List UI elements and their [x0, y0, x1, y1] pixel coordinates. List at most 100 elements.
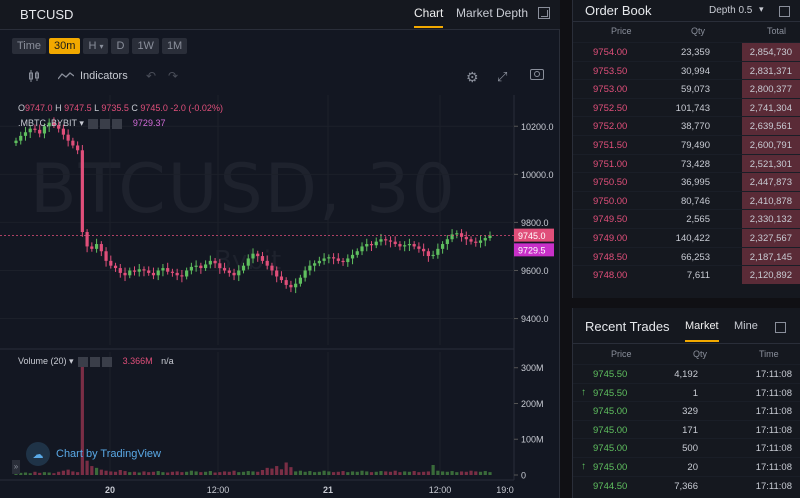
interval-time[interactable]: Time — [12, 38, 47, 54]
candle-body — [469, 239, 473, 242]
ask-qty: 36,995 — [680, 177, 710, 189]
candle-body — [123, 272, 127, 276]
candle-body — [388, 240, 393, 242]
candle-body — [384, 239, 388, 241]
volume-bar — [76, 472, 80, 475]
volume-bar — [180, 472, 184, 475]
order-book-row[interactable]: 9750.00 80,746 2,410,878 — [573, 190, 800, 210]
l-label: L — [94, 103, 99, 113]
volume-bar — [412, 471, 416, 475]
tab-market-depth[interactable]: Market Depth — [456, 6, 529, 20]
volume-bar — [327, 471, 331, 475]
volume-bar — [237, 472, 241, 475]
trade-qty: 1 — [692, 387, 698, 399]
last-price-tag — [514, 228, 554, 242]
camera-icon[interactable] — [530, 69, 544, 80]
indicators-button[interactable]: Indicators — [80, 70, 128, 82]
expand-icon[interactable] — [779, 6, 790, 17]
ask-price: 9751.00 — [593, 158, 628, 170]
trade-price: 9745.00 — [593, 461, 628, 473]
expand-icon[interactable] — [538, 7, 550, 19]
order-book-row[interactable]: 9752.50 101,743 2,741,304 — [573, 97, 800, 117]
order-book-row[interactable]: 9751.50 79,490 2,600,791 — [573, 134, 800, 154]
chart-panel: BTCUSD Chart Market Depth Time 30m H ▾ D… — [0, 0, 560, 498]
volume-bar — [104, 470, 108, 475]
candle-body — [474, 241, 478, 243]
interval-week[interactable]: 1W — [132, 38, 159, 54]
order-book-row[interactable]: 9754.00 23,359 2,854,730 — [573, 42, 800, 61]
col-qty: Qty — [691, 26, 706, 36]
settings-icon[interactable] — [90, 356, 101, 367]
ask-qty: 80,746 — [680, 195, 710, 207]
chevron-down-icon[interactable]: ▾ — [759, 4, 764, 14]
interval-30m[interactable]: 30m — [49, 38, 81, 54]
depth-bar — [742, 247, 800, 266]
trade-price: 9745.00 — [593, 443, 628, 455]
tab-chart[interactable]: Chart — [414, 6, 444, 28]
volume-bar — [459, 471, 464, 475]
candle-body — [336, 258, 340, 261]
interval-hour[interactable]: H ▾ — [83, 38, 109, 54]
volume-bar — [204, 471, 208, 475]
tab-market[interactable]: Market — [685, 320, 719, 342]
o-label: O — [18, 103, 26, 113]
candle-body — [431, 254, 435, 257]
ask-qty: 79,490 — [680, 139, 710, 151]
order-book-row[interactable]: 9753.50 30,994 2,831,371 — [573, 60, 800, 80]
order-book-row[interactable]: 9753.00 59,073 2,800,377 — [573, 79, 800, 98]
order-book-row[interactable]: 9749.50 2,565 2,330,132 — [573, 209, 800, 228]
candle-body — [260, 256, 265, 261]
volume-bar — [251, 471, 255, 475]
order-book-row[interactable]: 9748.00 7,611 2,120,892 — [573, 265, 800, 284]
volume-bar — [474, 471, 478, 475]
order-book-row[interactable]: 9752.00 38,770 2,639,561 — [573, 116, 800, 135]
interval-hour-label: H — [88, 40, 97, 52]
redo-icon[interactable]: ↷ — [168, 69, 179, 83]
order-book-row[interactable]: 9748.50 66,253 2,187,145 — [573, 246, 800, 266]
volume-bar — [194, 471, 198, 475]
volume-bar — [417, 472, 421, 475]
candle-body — [246, 258, 250, 266]
volume-bar — [80, 362, 84, 475]
indicators-icon[interactable] — [58, 72, 74, 80]
eye-icon[interactable] — [78, 356, 89, 367]
eye-icon[interactable] — [88, 118, 99, 129]
scroll-left-icon[interactable]: » — [12, 460, 20, 474]
chevron-down-icon[interactable]: ▾ — [69, 356, 74, 366]
trade-price: 9745.00 — [593, 406, 628, 418]
volume-tick-label: 200M — [521, 399, 544, 409]
volume-bar — [455, 472, 459, 475]
trade-row: ↑ 9745.50 1 17:11:08 — [573, 382, 800, 402]
order-book-row[interactable]: 9751.00 73,428 2,521,301 — [573, 153, 800, 173]
interval-day[interactable]: D — [111, 38, 130, 54]
last-price-label: 9745.0 — [518, 231, 546, 241]
volume-bar — [132, 471, 137, 475]
order-book-row[interactable]: 9750.50 36,995 2,447,873 — [573, 172, 800, 191]
order-book-rows: 9754.00 23,359 2,854,730 9753.50 30,994 2,831… — [573, 42, 800, 284]
close-icon[interactable] — [102, 356, 113, 367]
candle-body — [251, 253, 255, 259]
depth-select[interactable]: Depth 0.5 — [709, 5, 753, 16]
gear-icon[interactable]: ⚙ — [466, 69, 479, 85]
ask-price: 9753.50 — [593, 65, 628, 77]
chevron-down-icon[interactable]: ▾ — [79, 118, 84, 128]
volume-bar — [488, 472, 492, 475]
close-icon[interactable] — [112, 118, 123, 129]
chart-toolbar: Indicators ↶ ↷ ⚙ ⤢ — [0, 62, 560, 90]
col-price: Price — [611, 26, 632, 36]
candle-body — [369, 244, 374, 246]
trade-price: 9745.50 — [593, 369, 628, 380]
tab-mine[interactable]: Mine — [734, 320, 758, 332]
fullscreen-icon[interactable]: ⤢ — [497, 69, 508, 84]
tradingview-logo[interactable]: ☁ Chart by TradingView — [26, 442, 161, 466]
order-book-row[interactable]: 9749.00 140,422 2,327,567 — [573, 227, 800, 247]
candle-type-icon[interactable] — [28, 70, 40, 82]
volume-bar — [47, 472, 51, 475]
price-chart[interactable]: 10200.010000.09800.09600.09400.0300M200M… — [0, 0, 560, 498]
volume-bar — [393, 470, 397, 475]
expand-icon[interactable] — [775, 322, 786, 333]
settings-icon[interactable] — [100, 118, 111, 129]
undo-icon[interactable]: ↶ — [146, 69, 157, 83]
candle-body — [199, 265, 203, 269]
interval-month[interactable]: 1M — [161, 38, 188, 54]
